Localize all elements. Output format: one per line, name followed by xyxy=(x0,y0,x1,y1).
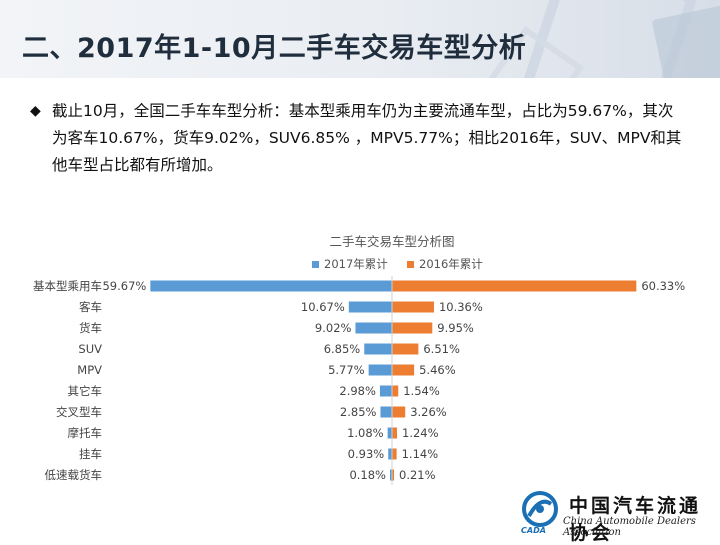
category-label: 交叉型车 xyxy=(56,405,102,419)
data-label-2016: 5.46% xyxy=(419,363,456,377)
data-label-2017: 6.85% xyxy=(324,342,361,356)
summary-line: 为客车10.67%，货车9.02%，SUV6.85% ，MPV5.77%；相比2… xyxy=(52,129,682,147)
category-label: MPV xyxy=(77,363,102,377)
header-banner: 二、2017年1-10月二手车交易车型分析 xyxy=(0,0,720,78)
bar-2017 xyxy=(388,448,392,460)
bar-2016 xyxy=(392,301,434,313)
butterfly-bar-chart: 二手车交易车型分析图 2017年累计 2016年累计 基本型乘用车 59.67% 60… xyxy=(33,234,685,485)
category-label: 货车 xyxy=(79,321,102,335)
data-label-2017: 2.98% xyxy=(339,384,376,398)
logo-abbreviation: CADA xyxy=(521,526,546,535)
bar-2016 xyxy=(392,469,394,481)
legend-label: 2017年累计 xyxy=(324,257,388,271)
bar-2016 xyxy=(392,322,433,334)
bar-2017 xyxy=(348,301,392,313)
category-label: 客车 xyxy=(79,300,102,314)
data-label-2017: 1.08% xyxy=(347,426,384,440)
bar-2016 xyxy=(392,406,406,418)
summary-line: 截止10月，全国二手车车型分析：基本型乘用车仍为主要流通车型，占比为59.67%… xyxy=(52,102,674,120)
cada-logo: CADA 中国汽车流通协会 China Automobile Dealers A… xyxy=(517,488,717,544)
bar-2017 xyxy=(368,364,392,376)
summary-line: 他车型占比都有所增加。 xyxy=(52,156,223,174)
bar-2017 xyxy=(364,343,392,355)
category-label: 挂车 xyxy=(79,447,102,461)
data-label-2016: 3.26% xyxy=(410,405,447,419)
bar-2017 xyxy=(379,385,392,397)
bar-2017 xyxy=(355,322,392,334)
bar-2016 xyxy=(392,280,637,292)
cada-emblem-icon xyxy=(522,491,558,527)
bar-2016 xyxy=(392,385,399,397)
data-label-2016: 60.33% xyxy=(641,279,685,293)
legend-swatch xyxy=(312,261,319,268)
chart-legend: 2017年累计 2016年累计 xyxy=(312,257,483,271)
legend-swatch xyxy=(407,261,414,268)
data-label-2016: 1.24% xyxy=(402,426,439,440)
category-label: 低速载货车 xyxy=(45,468,103,482)
logo-english-name: China Automobile Dealers Association xyxy=(563,516,696,538)
data-label-2017: 5.77% xyxy=(328,363,365,377)
diamond-bullet-icon: ◆ xyxy=(30,103,41,119)
summary-paragraph: ◆ 截止10月，全国二手车车型分析：基本型乘用车仍为主要流通车型，占比为59.6… xyxy=(30,98,700,179)
page-title: 二、2017年1-10月二手车交易车型分析 xyxy=(22,33,527,64)
data-label-2017: 0.93% xyxy=(348,447,385,461)
data-label-2016: 9.95% xyxy=(437,321,474,335)
data-label-2016: 0.21% xyxy=(399,468,436,482)
data-label-2017: 59.67% xyxy=(102,279,146,293)
data-label-2016: 6.51% xyxy=(423,342,460,356)
category-label: 其它车 xyxy=(68,384,103,398)
category-label: 摩托车 xyxy=(68,426,103,440)
bar-2017 xyxy=(150,280,392,292)
category-label: SUV xyxy=(78,342,102,356)
data-label-2017: 0.18% xyxy=(349,468,386,482)
bar-2017 xyxy=(390,469,392,481)
bar-2017 xyxy=(387,427,392,439)
bar-2017 xyxy=(380,406,392,418)
bar-2016 xyxy=(392,364,415,376)
data-label-2017: 10.67% xyxy=(301,300,345,314)
data-label-2017: 9.02% xyxy=(315,321,352,335)
data-label-2016: 1.54% xyxy=(403,384,440,398)
data-label-2016: 10.36% xyxy=(439,300,483,314)
chart-bars: 基本型乘用车 59.67% 60.33% 客车 10.67% 10.36% 货车 9.02% 9… xyxy=(33,276,685,485)
category-label: 基本型乘用车 xyxy=(33,279,102,293)
bar-2016 xyxy=(392,448,397,460)
logo-chinese-name: 中国汽车流通协会 xyxy=(569,495,702,544)
bar-2016 xyxy=(392,343,419,355)
legend-label: 2016年累计 xyxy=(419,257,483,271)
bar-2016 xyxy=(392,427,398,439)
data-label-2016: 1.14% xyxy=(402,447,439,461)
chart-title: 二手车交易车型分析图 xyxy=(329,234,454,249)
data-label-2017: 2.85% xyxy=(340,405,377,419)
